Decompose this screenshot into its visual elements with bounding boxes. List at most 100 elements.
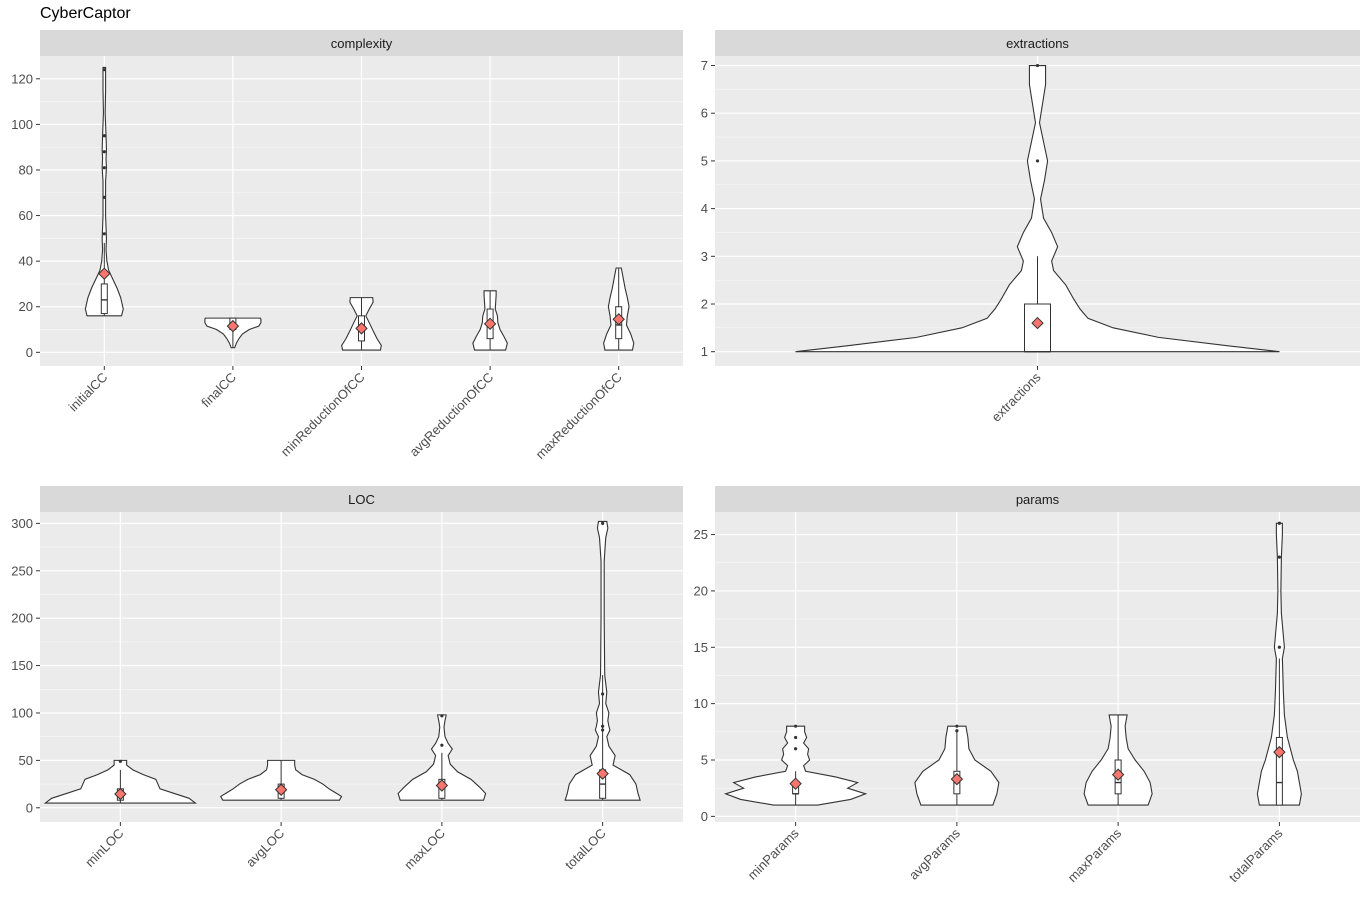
outlier-point-initialcc	[102, 166, 106, 170]
outlier-point-totalloc	[601, 728, 605, 732]
box-initialcc	[100, 283, 108, 315]
facet-strip-label: LOC	[348, 492, 375, 507]
y-tick-label: 40	[19, 254, 33, 269]
panel-background	[715, 512, 1360, 822]
y-tick-label: 20	[694, 583, 708, 598]
mean-marker-minreductionofcc	[355, 322, 368, 335]
facet-strip-label: params	[1016, 492, 1060, 507]
y-tick-label: 150	[11, 658, 33, 673]
mean-marker-totalloc	[596, 767, 609, 780]
y-tick-label: 5	[701, 153, 708, 168]
outlier-point-minparams	[794, 724, 798, 728]
mean-marker-minloc	[114, 787, 127, 801]
violin-initialcc	[84, 66, 124, 317]
mean-marker-maxparams	[1111, 768, 1125, 781]
y-tick-label: 10	[694, 696, 708, 711]
outlier-point-totalloc	[601, 521, 605, 525]
x-tick-label-minloc: minLOC	[82, 826, 126, 870]
x-tick-label-avgparams: avgParams	[906, 825, 963, 882]
outlier-point-minparams	[794, 747, 798, 751]
outlier-point-initialcc	[102, 68, 106, 72]
x-tick-label-totalparams: totalParams	[1226, 825, 1286, 885]
facet-strip	[715, 486, 1360, 512]
facet-strip-label: complexity	[331, 36, 393, 51]
y-tick-label: 50	[19, 753, 33, 768]
mean-marker-avgparams	[950, 772, 964, 786]
outlier-point-avgparams	[955, 729, 959, 733]
box-totalparams	[1275, 736, 1283, 806]
x-tick-label-totalloc: totalLOC	[562, 826, 609, 873]
outlier-point-maxloc	[440, 714, 444, 718]
mean-marker-finalcc	[226, 319, 240, 333]
outlier-point-totalparams	[1277, 555, 1281, 559]
y-tick-label: 250	[11, 563, 33, 578]
facet-panel-params: params 0 5 10 15 20 25 minParams avgParams maxPar…	[694, 486, 1360, 885]
outlier-point-initialcc	[102, 134, 106, 138]
outlier-point-initialcc	[102, 232, 106, 236]
y-tick-label: 6	[701, 106, 708, 121]
y-tick-label: 100	[11, 117, 33, 132]
y-tick-label: 120	[11, 71, 33, 86]
mean-marker-maxloc	[435, 779, 449, 792]
outlier-point-extractions	[1035, 63, 1040, 68]
outlier-point-avgparams	[955, 724, 959, 728]
y-tick-label: 5	[701, 753, 708, 768]
outlier-point-minloc	[118, 759, 122, 763]
y-tick-label: 0	[701, 809, 708, 824]
x-tick-label-maxreductionofcc: maxReductionOfCC	[532, 370, 624, 462]
facet-strip	[40, 486, 683, 512]
facet-strip	[715, 30, 1360, 56]
x-tick-label-avgreductionofcc: avgReductionOfCC	[406, 370, 496, 460]
y-tick-label: 1	[701, 344, 708, 359]
violin-minparams	[723, 725, 868, 806]
x-tick-label-maxparams: maxParams	[1065, 825, 1125, 885]
y-tick-label: 80	[19, 162, 33, 177]
y-tick-label: 20	[19, 299, 33, 314]
mean-marker-initialcc	[98, 267, 111, 280]
y-tick-label: 300	[11, 516, 33, 531]
outlier-point-totalparams	[1277, 645, 1281, 649]
figure-title: CyberCaptor	[40, 5, 131, 22]
y-tick-label: 3	[701, 249, 708, 264]
violin-extractions	[795, 64, 1280, 353]
y-tick-label: 25	[694, 527, 708, 542]
outlier-point-initialcc	[102, 195, 106, 199]
facet-strip	[40, 30, 683, 56]
outlier-point-initialcc	[102, 150, 106, 154]
mean-marker-minparams	[789, 777, 802, 790]
x-tick-label-maxloc: maxLOC	[401, 826, 448, 873]
x-tick-label-minparams: minParams	[745, 825, 802, 882]
violin-totalloc	[564, 520, 641, 801]
y-tick-label: 7	[701, 58, 708, 73]
y-tick-label: 4	[701, 201, 708, 216]
x-tick-label-finalcc: finalCC	[198, 370, 239, 411]
outlier-point-maxloc	[440, 743, 444, 747]
y-tick-label: 2	[701, 297, 708, 312]
x-tick-label-avgloc: avgLOC	[243, 826, 287, 870]
x-tick-label-initialcc: initialCC	[66, 370, 111, 415]
outlier-point-totalloc	[601, 724, 605, 728]
mean-marker-totalparams	[1273, 745, 1286, 759]
panel-background	[40, 512, 683, 822]
outlier-point-totalloc	[601, 692, 605, 696]
outlier-point-extractions	[1035, 159, 1040, 163]
y-tick-label: 0	[26, 345, 33, 360]
facet-strip-label: extractions	[1006, 36, 1069, 51]
x-tick-label-extractions: extractions	[989, 369, 1044, 424]
mean-marker-maxreductionofcc	[612, 313, 625, 326]
x-tick-label-minreductionofcc: minReductionOfCC	[278, 370, 368, 460]
mean-marker-avgreductionofcc	[483, 317, 497, 331]
y-tick-label: 0	[26, 800, 33, 815]
y-tick-label: 60	[19, 208, 33, 223]
facet-panel-loc: LOC 0 50 100 150 200 250 300 minLOC avgLOC maxLOC t…	[11, 486, 683, 872]
outlier-point-totalparams	[1277, 521, 1281, 525]
y-tick-label: 100	[11, 705, 33, 720]
mean-marker-avgloc	[274, 783, 288, 796]
facet-panel-extractions: extractions 1 2 3 4 5 6 7 extractions	[701, 30, 1360, 425]
facet-panel-complexity: complexity 0 20 40 60 80 100 120 initialCC finalC…	[11, 30, 683, 462]
mean-marker-extractions	[1031, 316, 1044, 330]
y-tick-label: 15	[694, 640, 708, 655]
outlier-point-minparams	[794, 735, 798, 740]
